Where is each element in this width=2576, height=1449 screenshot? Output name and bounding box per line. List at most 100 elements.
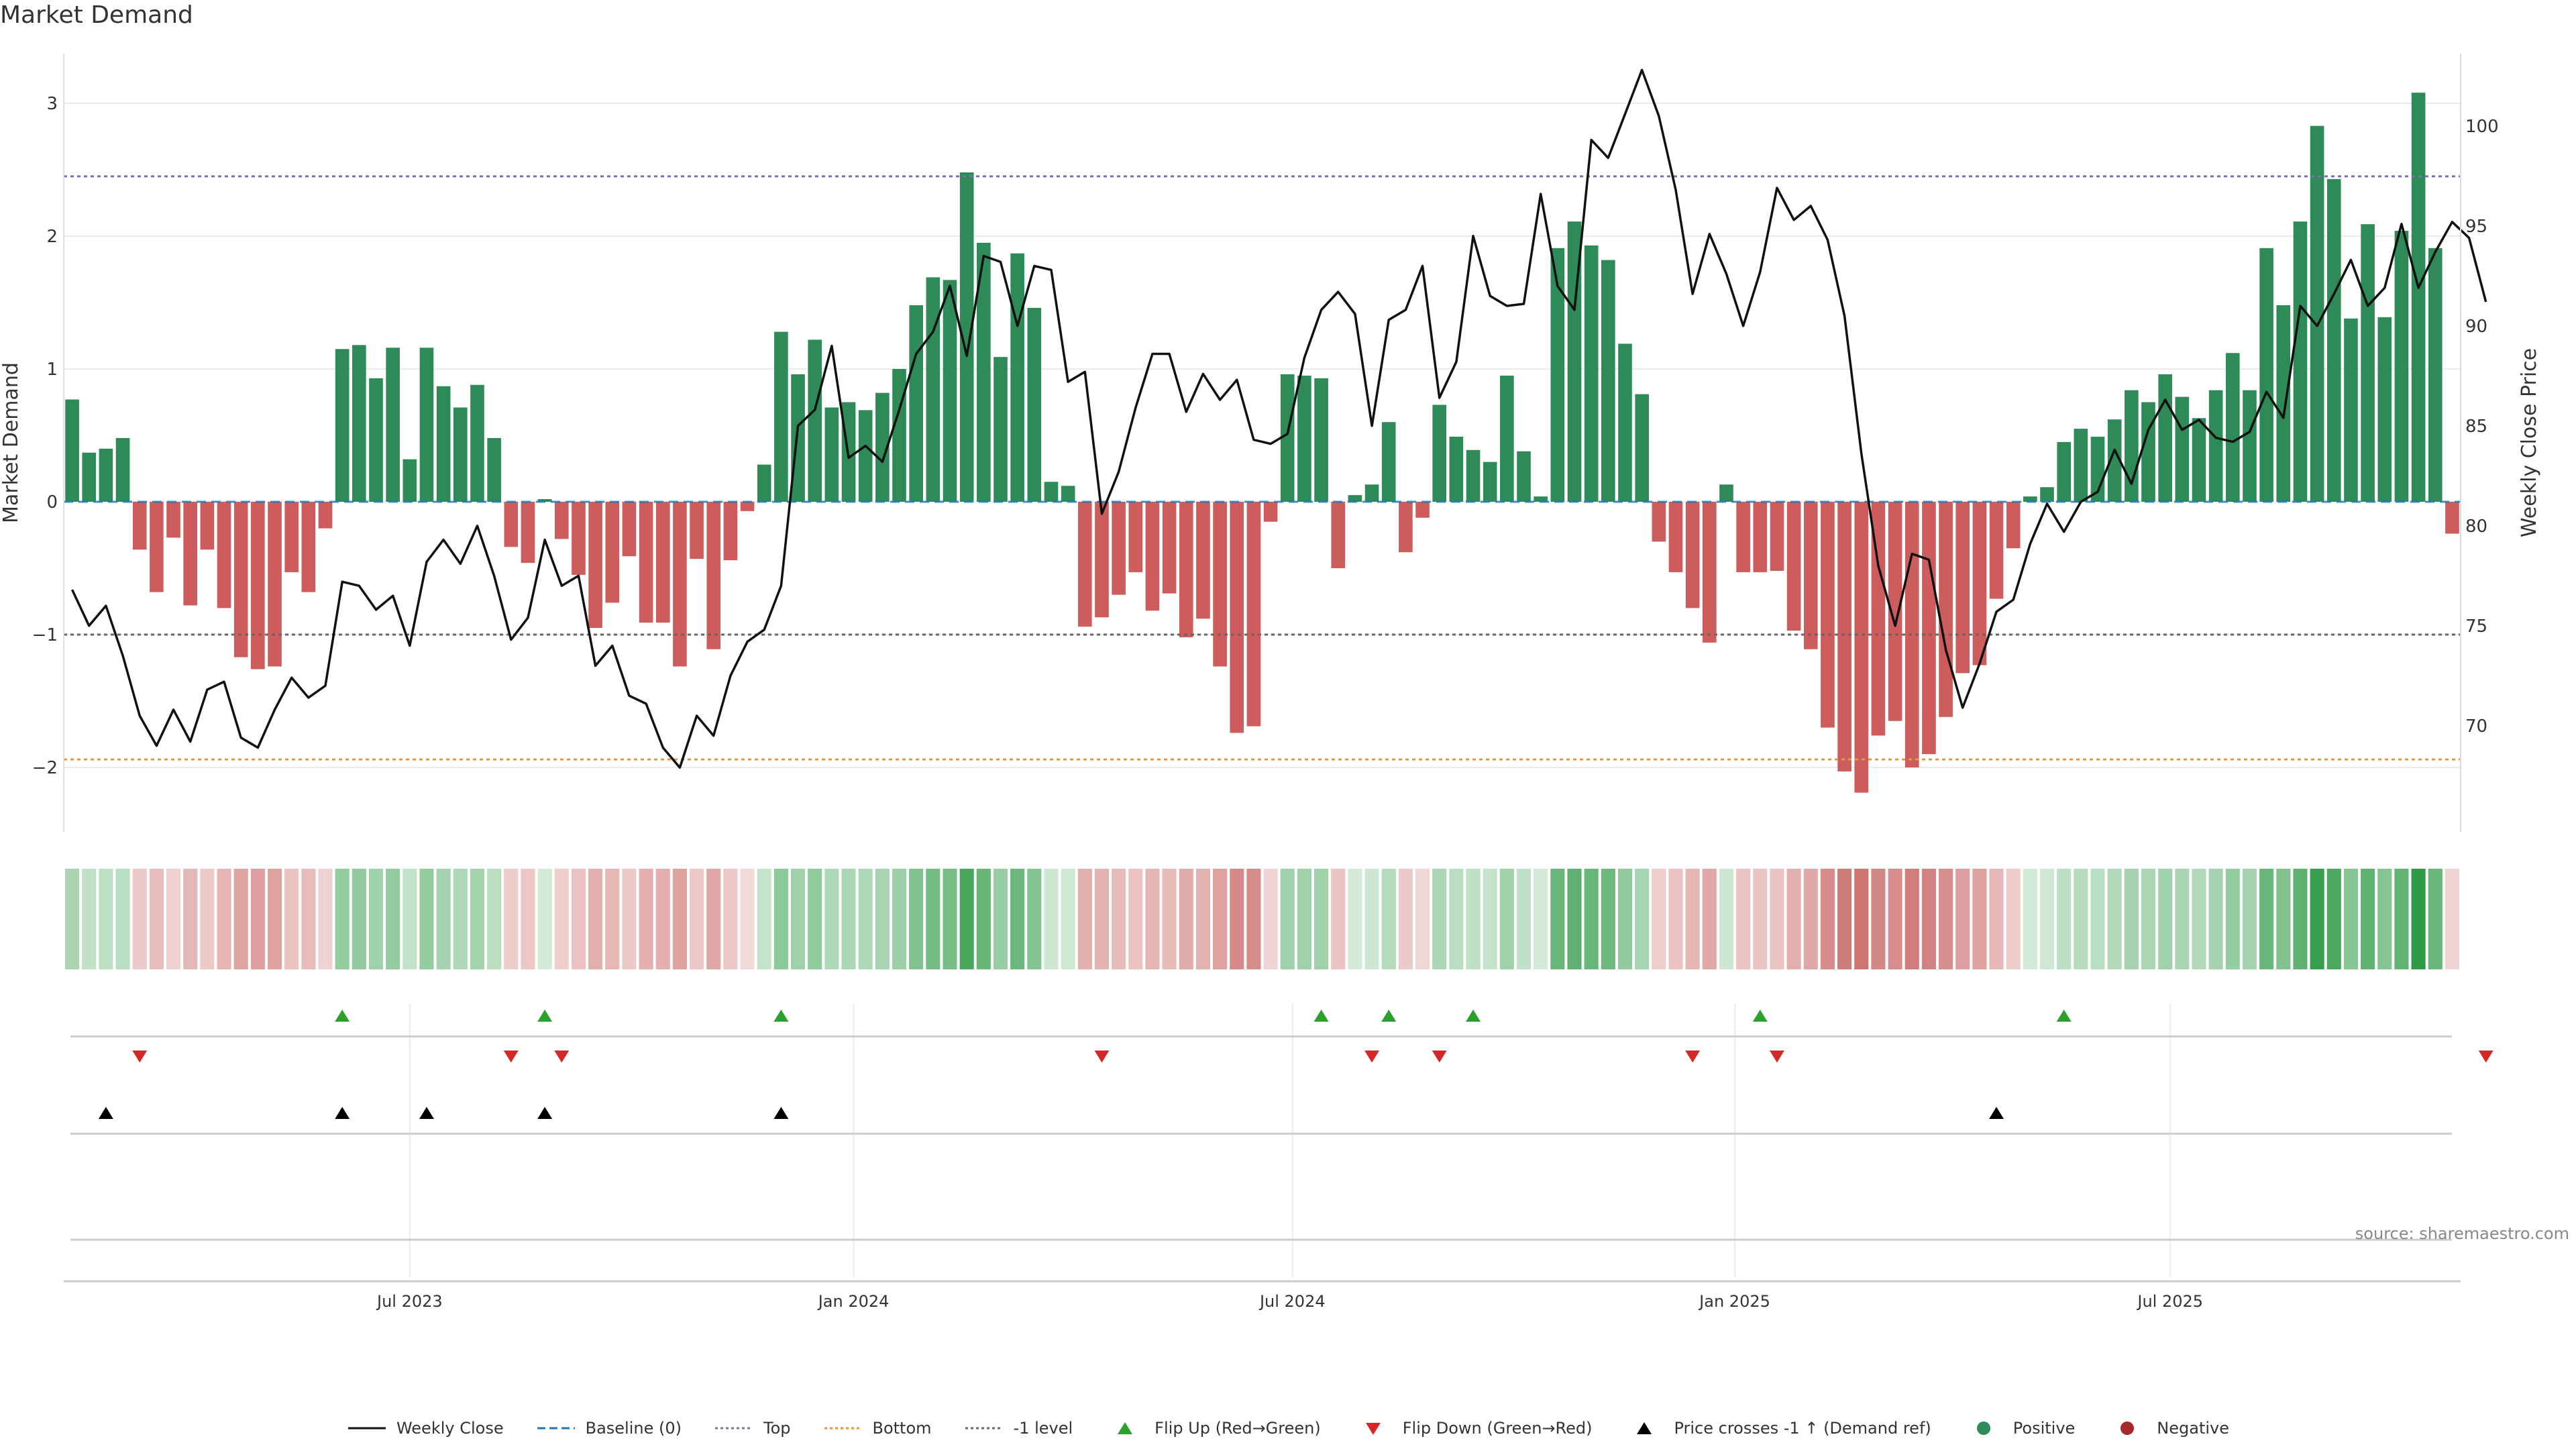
heat-cell	[858, 869, 873, 969]
demand-bar	[655, 502, 670, 623]
demand-bar	[2074, 429, 2088, 502]
heat-cell	[1027, 869, 1042, 969]
heat-cell	[132, 869, 147, 969]
demand-bar	[2428, 248, 2443, 502]
demand-bar	[2040, 487, 2054, 502]
heat-cell	[1652, 869, 1666, 969]
y-axis-label: Market Demand	[0, 362, 23, 523]
demand-bar	[622, 502, 637, 557]
flip-down-marker	[1364, 1051, 1380, 1063]
demand-bar	[808, 339, 822, 502]
heat-cell	[1195, 869, 1211, 969]
demand-bar	[572, 502, 586, 575]
heat-cell	[1112, 869, 1126, 969]
legend-label: -1 level	[1013, 1419, 1073, 1438]
heat-cell	[723, 869, 738, 969]
demand-bar	[875, 392, 890, 502]
price-cross-marker	[773, 1107, 789, 1119]
heat-cell	[217, 869, 231, 969]
heat-cell	[2394, 869, 2409, 969]
demand-bar	[1230, 502, 1244, 733]
demand-bar	[1415, 502, 1430, 518]
grid-lines	[64, 103, 2461, 1278]
flip-up-marker	[1381, 1010, 1397, 1022]
heat-cell	[386, 869, 400, 969]
heat-cell	[1398, 869, 1413, 969]
demand-bar	[1077, 502, 1092, 627]
demand-bar	[1061, 486, 1075, 502]
heat-cell	[267, 869, 282, 969]
heat-cell	[1213, 869, 1228, 969]
heat-cell	[622, 869, 637, 969]
heat-cell	[352, 869, 366, 969]
heat-cell	[2361, 869, 2375, 969]
demand-bar	[2344, 318, 2358, 502]
heat-cell	[1432, 869, 1447, 969]
demand-bar	[115, 437, 130, 502]
demand-bar	[402, 459, 417, 502]
heat-cell	[1837, 869, 1852, 969]
demand-bar	[65, 399, 79, 502]
legend-line-solid-icon	[347, 1427, 386, 1430]
heat-cell	[1854, 869, 1869, 969]
demand-bar	[251, 502, 265, 669]
demand-bar	[1668, 502, 1683, 572]
demand-bar	[1939, 502, 1953, 717]
heat-cell	[655, 869, 670, 969]
legend-item: Top	[714, 1419, 791, 1438]
demand-bar	[1753, 502, 1768, 572]
demand-bar	[2293, 221, 2308, 502]
heat-cell	[1483, 869, 1497, 969]
demand-bar	[2006, 502, 2021, 549]
heat-cell	[1955, 869, 1970, 969]
heat-cell	[554, 869, 569, 969]
heat-cell	[1179, 869, 1193, 969]
demand-bar	[588, 502, 602, 629]
demand-bar	[1213, 502, 1227, 667]
heat-cell	[639, 869, 653, 969]
legend-label: Weekly Close	[396, 1419, 504, 1438]
legend-triangle-up-icon	[1637, 1422, 1652, 1434]
heat-cell	[1567, 869, 1582, 969]
heat-cell	[2310, 869, 2324, 969]
y-tick-label: 0	[46, 492, 58, 513]
heat-cell	[1786, 869, 1801, 969]
heat-cell	[1550, 869, 1565, 969]
heat-cell	[1313, 869, 1329, 969]
heat-cell	[2377, 869, 2392, 969]
heat-cell	[1331, 869, 1346, 969]
flip-up-marker	[2056, 1010, 2072, 1022]
legend-label: Flip Up (Red→Green)	[1155, 1419, 1321, 1438]
demand-bar	[1128, 502, 1143, 572]
demand-bar	[2141, 402, 2155, 502]
y2-tick-label: 95	[2465, 217, 2487, 237]
heat-cell	[1904, 869, 1919, 969]
demand-bar	[1517, 451, 1531, 502]
heat-cell	[82, 869, 97, 969]
demand-bar	[824, 407, 839, 502]
demand-bar	[1854, 502, 1869, 793]
heat-cell	[2343, 869, 2359, 969]
demand-bar	[1196, 502, 1210, 619]
demand-bar	[1027, 307, 1042, 502]
heat-cell	[571, 869, 586, 969]
heat-cell	[1449, 869, 1464, 969]
legend-label: Baseline (0)	[585, 1419, 682, 1438]
y-tick-label: 2	[46, 227, 58, 247]
heat-cell	[419, 869, 434, 969]
demand-bar	[1955, 502, 1970, 674]
demand-bar	[1483, 462, 1497, 502]
demand-bar	[774, 331, 788, 502]
demand-bar	[1381, 422, 1396, 502]
heat-cell	[824, 869, 839, 969]
legend-label: Price crosses -1 ↑ (Demand ref)	[1674, 1419, 1931, 1438]
legend-item: Bottom	[823, 1419, 932, 1438]
heat-cell	[453, 869, 468, 969]
y2-tick-label: 75	[2465, 616, 2487, 637]
heat-cell	[1921, 869, 1936, 969]
demand-bar	[2208, 390, 2223, 502]
demand-bar	[723, 502, 738, 561]
demand-bar	[419, 347, 434, 502]
demand-bar	[436, 386, 451, 502]
demand-bar	[1618, 343, 1632, 502]
